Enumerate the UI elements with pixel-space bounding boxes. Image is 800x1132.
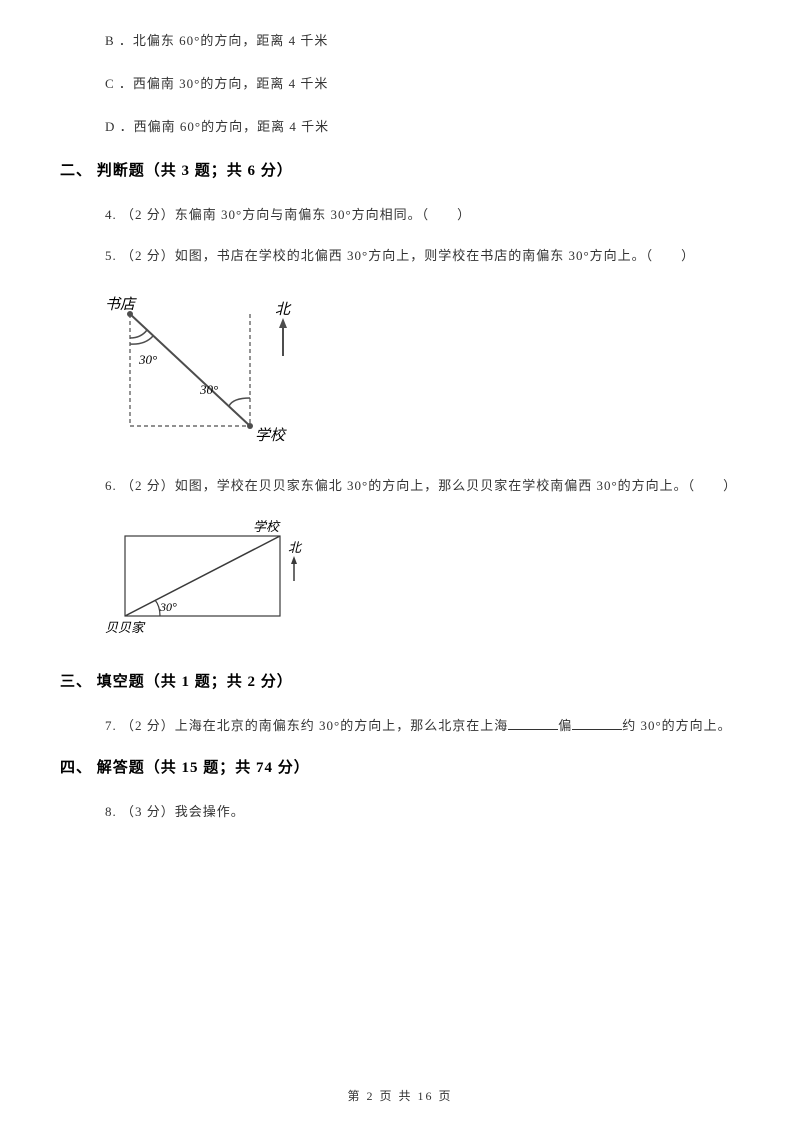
label-bookstore: 书店 [105,296,137,313]
label-north: 北 [275,301,292,318]
page-footer: 第 2 页 共 16 页 [0,1087,800,1104]
q7-part2: 偏 [558,718,572,733]
section-2-header: 二、 判断题（共 3 题；共 6 分） [60,159,740,180]
question-5: 5. （2 分）如图，书店在学校的北偏西 30°方向上，则学校在书店的南偏东 3… [60,245,740,264]
blank-2 [572,716,622,730]
question-6: 6. （2 分）如图，学校在贝贝家东偏北 30°的方向上，那么贝贝家在学校南偏西… [60,475,740,494]
option-b: B ．北偏东 60°的方向，距离 4 千米 [60,30,740,49]
label-home: 贝贝家 [105,620,146,635]
label-school-2: 学校 [253,519,281,534]
section-4-header: 四、 解答题（共 15 题；共 74 分） [60,756,740,777]
blank-1 [508,716,558,730]
question-7: 7. （2 分）上海在北京的南偏东约 30°的方向上，那么北京在上海 偏 约 30°… [60,715,740,734]
figure-q5: 书店 北 30° 30° 学校 [105,286,740,451]
question-8: 8. （3 分）我会操作。 [60,801,740,820]
q7-part1: 7. （2 分）上海在北京的南偏东约 30°的方向上，那么北京在上海 [105,718,508,733]
section-3-header: 三、 填空题（共 1 题；共 2 分） [60,670,740,691]
label-school: 学校 [255,427,287,444]
angle-1: 30° [138,352,157,367]
angle-home: 30° [159,600,177,614]
option-c: C ．西偏南 30°的方向，距离 4 千米 [60,73,740,92]
figure-q6: 30° 学校 北 贝贝家 [105,516,740,646]
angle-2: 30° [199,382,218,397]
option-d: D ．西偏南 60°的方向，距离 4 千米 [60,116,740,135]
question-4: 4. （2 分）东偏南 30°方向与南偏东 30°方向相同。（ ） [60,204,740,223]
q7-part3: 约 30°的方向上。 [622,718,731,733]
label-north-2: 北 [288,540,303,555]
